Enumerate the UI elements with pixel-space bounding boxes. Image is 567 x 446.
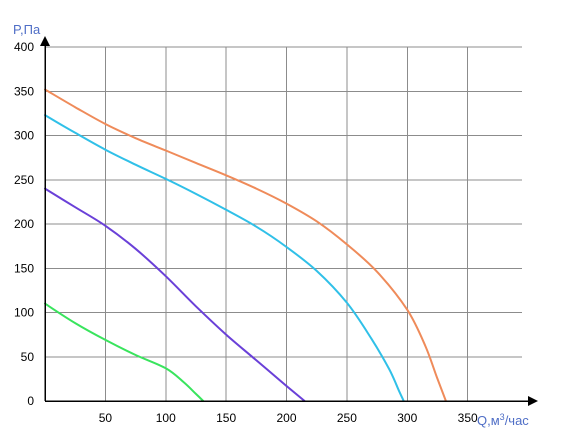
y-tick-label: 50 xyxy=(21,350,35,364)
x-tick-label: 200 xyxy=(277,411,297,425)
series-line-4 xyxy=(44,302,205,402)
x-tick-label: 150 xyxy=(216,411,236,425)
x-axis-title-tail: /час xyxy=(505,413,530,428)
y-tick-label: 200 xyxy=(14,217,34,231)
y-tick-label: 100 xyxy=(14,306,34,320)
x-axis-arrow xyxy=(528,396,538,406)
x-tick-label: 250 xyxy=(337,411,357,425)
y-tick-label: 400 xyxy=(14,40,34,54)
x-tick-label: 300 xyxy=(397,411,417,425)
x-tick-label: 50 xyxy=(99,411,113,425)
y-axis-arrow xyxy=(40,36,50,46)
series-line-3 xyxy=(44,187,306,402)
x-axis-title: Q,м3/час xyxy=(477,412,529,428)
x-axis-title-superscript: 3 xyxy=(500,412,505,422)
y-tick-label: 300 xyxy=(14,129,34,143)
x-axis-title-main: Q,м xyxy=(477,413,500,428)
x-tick-label: 350 xyxy=(458,411,478,425)
axis-layer xyxy=(40,36,538,406)
series-line-2 xyxy=(44,114,405,402)
y-tick-label: 250 xyxy=(14,173,34,187)
y-tick-label: 0 xyxy=(27,394,34,408)
series-line-1 xyxy=(44,88,447,402)
x-tick-label: 100 xyxy=(156,411,176,425)
y-tick-label: 150 xyxy=(14,261,34,275)
y-tick-label: 350 xyxy=(14,84,34,98)
y-axis-title: P,Па xyxy=(13,22,41,37)
series-layer xyxy=(44,88,447,402)
tick-label-layer: 0 50 100 150 200 250 300 350 400 50 100 150 200 250 30… xyxy=(14,40,478,425)
grid-layer xyxy=(45,46,522,401)
